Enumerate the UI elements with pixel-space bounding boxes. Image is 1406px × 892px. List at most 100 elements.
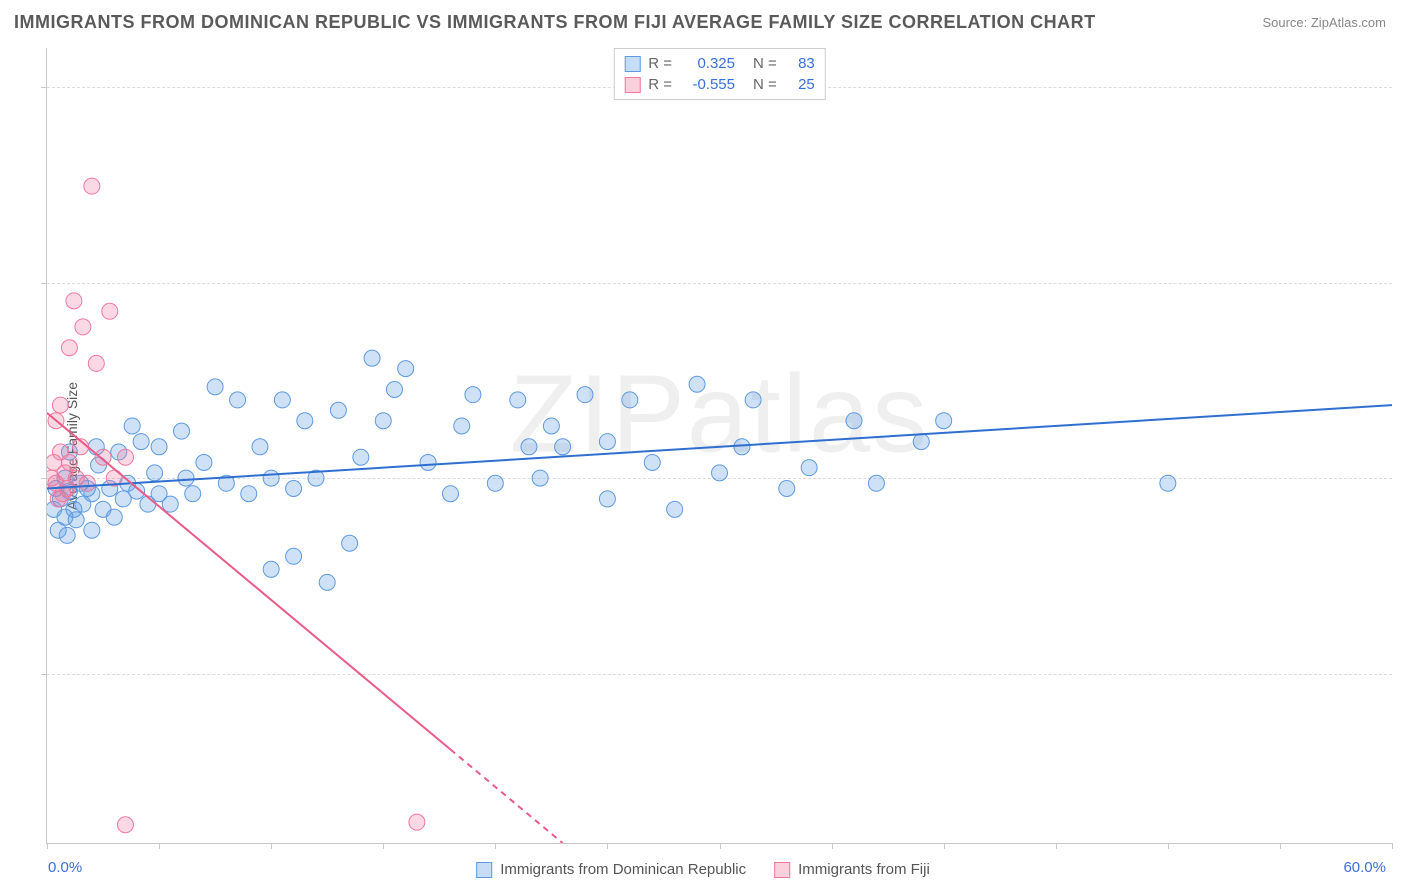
legend-item: Immigrants from Fiji [774,861,930,878]
swatch-icon [476,862,492,878]
r-label: R = [648,76,672,93]
n-value: 25 [785,76,815,93]
x-axis-end-label: 60.0% [1343,859,1386,876]
x-tick [1392,843,1393,849]
data-point [868,475,884,491]
data-point [936,413,952,429]
data-point [286,548,302,564]
legend-stats-row: R = -0.555 N = 25 [624,74,815,95]
data-point [543,418,559,434]
swatch-icon [624,77,640,93]
data-point [162,496,178,512]
data-point [124,418,140,434]
data-point [106,509,122,525]
swatch-icon [624,56,640,72]
y-tick-label: 3.50 [1402,470,1406,487]
x-tick [1280,843,1281,849]
x-tick [383,843,384,849]
data-point [207,379,223,395]
data-point [263,561,279,577]
data-point [59,527,75,543]
data-point [465,387,481,403]
data-point [364,350,380,366]
data-point [52,397,68,413]
data-point [420,454,436,470]
legend-label: Immigrants from Dominican Republic [500,861,746,878]
data-point [263,470,279,486]
x-tick [944,843,945,849]
x-tick [720,843,721,849]
data-point [330,402,346,418]
data-point [510,392,526,408]
data-point [454,418,470,434]
x-tick [159,843,160,849]
x-tick [47,843,48,849]
x-tick [1168,843,1169,849]
data-point [342,535,358,551]
data-point [84,178,100,194]
data-point [622,392,638,408]
y-tick-label: 4.25 [1402,274,1406,291]
data-point [75,319,91,335]
data-point [386,381,402,397]
x-tick [832,843,833,849]
trend-line [47,413,451,750]
data-point [532,470,548,486]
data-point [178,470,194,486]
x-tick [495,843,496,849]
data-point [745,392,761,408]
data-point [375,413,391,429]
legend-label: Immigrants from Fiji [798,861,930,878]
chart-title: IMMIGRANTS FROM DOMINICAN REPUBLIC VS IM… [14,12,1096,33]
y-tick-label: 2.75 [1402,665,1406,682]
data-point [133,434,149,450]
swatch-icon [774,862,790,878]
n-label: N = [753,55,777,72]
x-tick [607,843,608,849]
data-point [66,293,82,309]
y-tick-label: 5.00 [1402,79,1406,96]
data-point [712,465,728,481]
data-point [319,574,335,590]
data-point [689,376,705,392]
data-point [68,512,84,528]
r-label: R = [648,55,672,72]
data-point [644,454,660,470]
data-point [79,475,95,491]
data-point [241,486,257,502]
plot-area: ZIPatlas R = 0.325 N = 83 R = -0.555 N =… [46,48,1392,844]
n-label: N = [753,76,777,93]
data-point [252,439,268,455]
data-point [286,481,302,497]
x-tick [1056,843,1057,849]
source-prefix: Source: [1262,15,1310,30]
data-point [274,392,290,408]
data-point [61,340,77,356]
data-point [147,465,163,481]
data-point [353,449,369,465]
data-point [102,303,118,319]
data-point [599,434,615,450]
data-point [230,392,246,408]
data-point [61,454,77,470]
data-point [196,454,212,470]
data-point [443,486,459,502]
data-point [779,481,795,497]
data-point [409,814,425,830]
data-point [1160,475,1176,491]
data-point [88,355,104,371]
data-point [84,522,100,538]
legend-item: Immigrants from Dominican Republic [476,861,746,878]
n-value: 83 [785,55,815,72]
x-axis-start-label: 0.0% [48,859,82,876]
trend-line-dashed [451,750,563,843]
source-name: ZipAtlas.com [1311,15,1386,30]
legend-stats-row: R = 0.325 N = 83 [624,53,815,74]
r-value: -0.555 [680,76,735,93]
data-point [667,501,683,517]
data-point [913,434,929,450]
data-point [117,817,133,833]
scatter-plot-svg [47,48,1392,843]
data-point [185,486,201,502]
data-point [398,361,414,377]
